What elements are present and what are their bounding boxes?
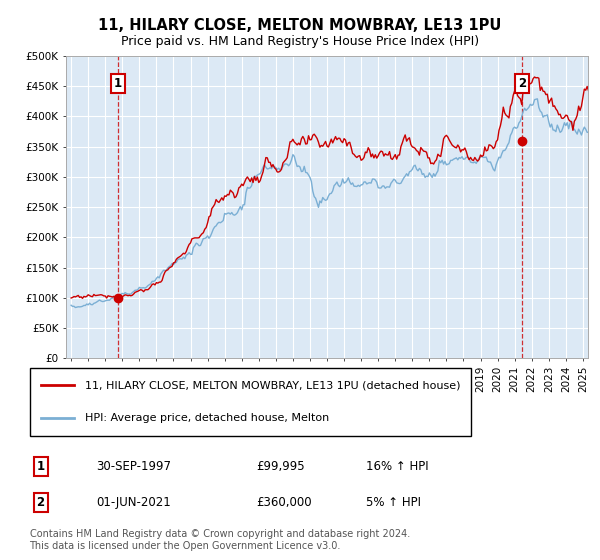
Text: 2: 2 — [518, 77, 526, 90]
Text: 11, HILARY CLOSE, MELTON MOWBRAY, LE13 1PU (detached house): 11, HILARY CLOSE, MELTON MOWBRAY, LE13 1… — [85, 380, 460, 390]
Text: 30-SEP-1997: 30-SEP-1997 — [96, 460, 171, 473]
Text: 1: 1 — [114, 77, 122, 90]
Text: 5% ↑ HPI: 5% ↑ HPI — [366, 496, 421, 509]
Text: HPI: Average price, detached house, Melton: HPI: Average price, detached house, Melt… — [85, 413, 329, 423]
Text: 2: 2 — [37, 496, 44, 509]
Text: £99,995: £99,995 — [256, 460, 304, 473]
Text: £360,000: £360,000 — [256, 496, 311, 509]
Text: 11, HILARY CLOSE, MELTON MOWBRAY, LE13 1PU: 11, HILARY CLOSE, MELTON MOWBRAY, LE13 1… — [98, 18, 502, 32]
Text: Price paid vs. HM Land Registry's House Price Index (HPI): Price paid vs. HM Land Registry's House … — [121, 35, 479, 49]
Text: 1: 1 — [37, 460, 44, 473]
Text: Contains HM Land Registry data © Crown copyright and database right 2024.
This d: Contains HM Land Registry data © Crown c… — [29, 529, 410, 551]
FancyBboxPatch shape — [29, 368, 471, 436]
Text: 01-JUN-2021: 01-JUN-2021 — [96, 496, 170, 509]
Text: 16% ↑ HPI: 16% ↑ HPI — [366, 460, 429, 473]
